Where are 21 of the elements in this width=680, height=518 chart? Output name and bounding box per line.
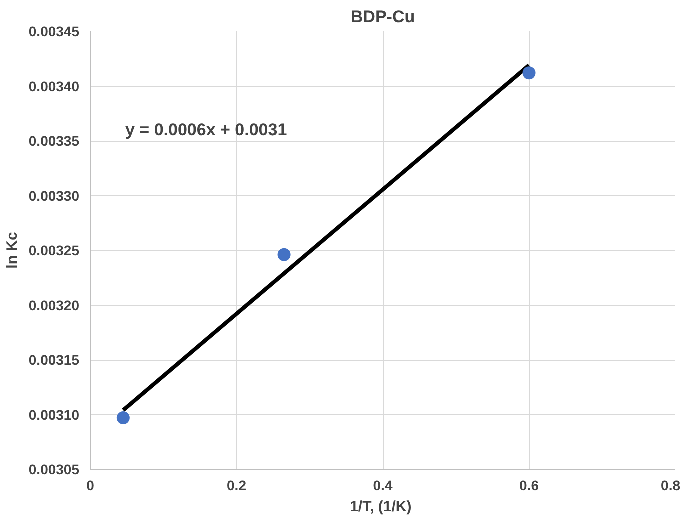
x-tick-label: 0.2 [227,478,247,494]
chart-title: BDP-Cu [350,8,416,26]
point [278,248,291,262]
point [522,66,536,80]
y-tick-label: 0.00335 [28,133,80,149]
x-tick-label: 0 [86,478,95,494]
x-tick-label: 0.4 [373,478,393,494]
y-tick-label: 0.00320 [28,297,80,314]
y-tick-label: 0.00345 [28,24,80,40]
point [116,412,130,425]
x-axis-title: 1/T, (1/K) [350,498,412,516]
y-tick-label: 0.00305 [28,462,80,478]
y-tick-label: 0.00325 [28,242,80,258]
y-axis-title: ln Kc [4,232,21,269]
annotation: y = 0.0006x + 0.0031 [126,120,288,140]
y-tick-label: 0.00340 [28,78,80,94]
y-tick-label: 0.00310 [28,406,80,423]
y-tick-label: 0.00315 [28,352,80,368]
x-tick-label: 0.6 [520,478,540,494]
y-tick-label: 0.00330 [28,188,80,204]
x-tick-label: 0.8 [661,478,680,494]
